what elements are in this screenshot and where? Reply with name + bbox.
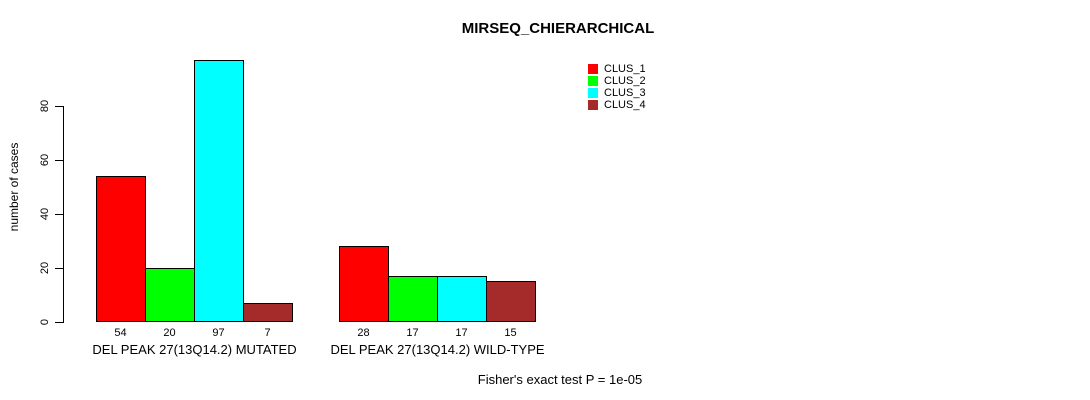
legend-item-clus_2: CLUS_2: [588, 75, 646, 87]
bar-value-label: 97: [212, 327, 225, 339]
stat-annotation: Fisher's exact test P = 1e-05: [477, 372, 643, 387]
chart-title: MIRSEQ_CHIERARCHICAL: [461, 20, 655, 37]
bar-value-label: 17: [455, 327, 468, 339]
bar-value-label: 15: [504, 327, 517, 339]
y-axis-tick-label: 80: [39, 99, 51, 113]
y-axis-tick-label: 20: [39, 261, 51, 275]
legend-color-swatch: [588, 100, 598, 110]
bar-clus_4-mutated: [243, 303, 293, 322]
y-axis-tick: [55, 322, 63, 323]
x-axis-group-label: DEL PEAK 27(13Q14.2) MUTATED: [92, 342, 297, 357]
y-axis-tick: [55, 268, 63, 269]
y-axis-tick-label: 60: [39, 153, 51, 167]
legend-item-clus_4: CLUS_4: [588, 99, 646, 111]
y-axis-tick-label: 0: [39, 318, 51, 326]
legend-label: CLUS_4: [604, 99, 646, 111]
legend-color-swatch: [588, 76, 598, 86]
bar-value-label: 7: [264, 327, 271, 339]
bar-clus_3-mutated: [194, 60, 244, 322]
bar-clus_2-wild-type: [388, 276, 438, 322]
legend-label: CLUS_2: [604, 75, 646, 87]
y-axis-tick: [55, 106, 63, 107]
bar-clus_3-wild-type: [437, 276, 487, 322]
y-axis-tick-label: 40: [39, 207, 51, 221]
bar-value-label: 54: [114, 327, 127, 339]
legend-label: CLUS_1: [604, 63, 646, 75]
y-axis-line: [63, 106, 64, 323]
bar-clus_1-mutated: [96, 176, 146, 322]
legend-color-swatch: [588, 64, 598, 74]
bar-value-label: 20: [163, 327, 176, 339]
legend-item-clus_1: CLUS_1: [588, 63, 646, 75]
bar-clus_2-mutated: [145, 268, 195, 322]
bar-clus_4-wild-type: [486, 281, 536, 322]
bar-value-label: 17: [406, 327, 419, 339]
x-axis-group-label: DEL PEAK 27(13Q14.2) WILD-TYPE: [330, 342, 545, 357]
y-axis-tick: [55, 160, 63, 161]
legend-item-clus_3: CLUS_3: [588, 87, 646, 99]
y-axis-tick: [55, 214, 63, 215]
legend: CLUS_1 CLUS_2 CLUS_3 CLUS_4: [588, 63, 646, 111]
bar-clus_1-wild-type: [339, 246, 389, 322]
legend-label: CLUS_3: [604, 87, 646, 99]
legend-color-swatch: [588, 88, 598, 98]
bar-value-label: 28: [357, 327, 370, 339]
